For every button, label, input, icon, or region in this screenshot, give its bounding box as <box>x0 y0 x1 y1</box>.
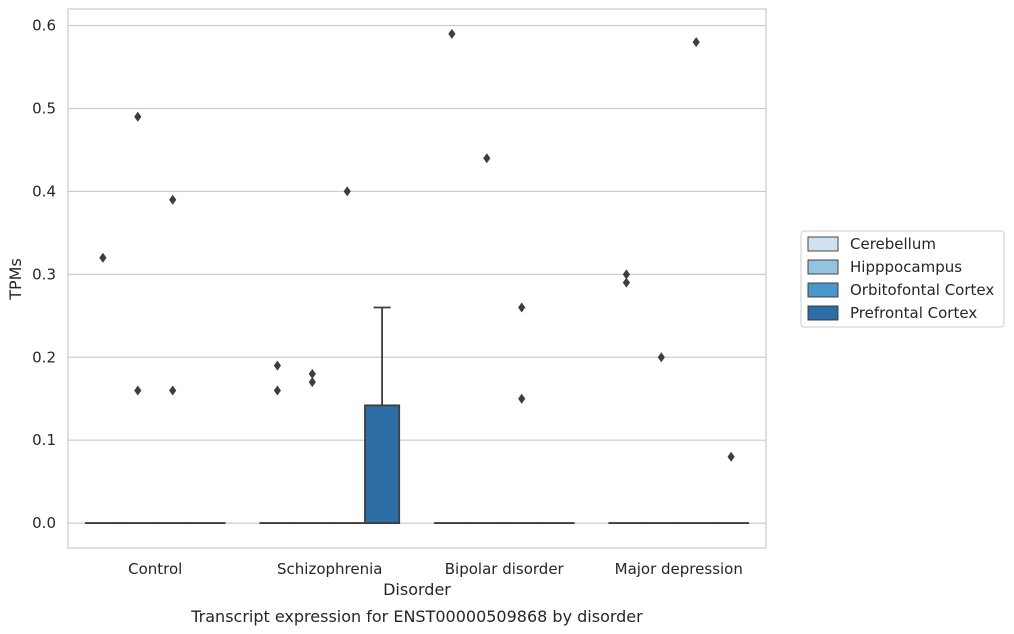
legend-label: Orbitofontal Cortex <box>850 281 994 299</box>
outlier-point <box>518 302 526 313</box>
legend-label: Prefrontal Cortex <box>850 304 977 322</box>
outlier-point <box>273 360 281 371</box>
legend-label: Cerebellum <box>850 235 936 253</box>
x-tick-label: Control <box>128 560 182 578</box>
outlier-point <box>99 252 107 263</box>
y-tick-labels: 0.0 0.1 0.2 0.3 0.4 0.5 0.6 <box>32 17 56 533</box>
outlier-point <box>273 385 281 396</box>
x-tick-label: Major depression <box>615 560 743 578</box>
outlier-point <box>134 111 142 122</box>
outlier-points <box>99 28 735 462</box>
y-tick-label: 0.1 <box>32 431 56 449</box>
outlier-point <box>622 277 630 288</box>
chart-caption: Transcript expression for ENST0000050986… <box>190 607 643 626</box>
x-tick-label: Schizophrenia <box>277 560 382 578</box>
outlier-point <box>308 377 316 388</box>
y-tick-label: 0.3 <box>32 265 56 283</box>
x-tick-labels: Control Schizophrenia Bipolar disorder Majo… <box>128 560 743 578</box>
boxes <box>84 306 750 525</box>
outlier-point <box>483 153 491 164</box>
outlier-point <box>622 269 630 280</box>
y-tick-label: 0.6 <box>32 17 56 35</box>
grid-lines <box>68 24 766 524</box>
outlier-point <box>134 385 142 396</box>
box <box>364 404 401 525</box>
outlier-point <box>657 352 665 363</box>
outlier-point <box>692 37 700 48</box>
plot-frame <box>67 8 767 549</box>
y-tick-label: 0.0 <box>32 514 56 532</box>
legend-swatch <box>807 259 839 275</box>
y-tick-label: 0.4 <box>32 182 56 200</box>
legend-frame <box>800 230 1005 328</box>
plot-background <box>68 9 766 548</box>
legend-swatch <box>807 236 839 252</box>
y-tick-label: 0.2 <box>32 348 56 366</box>
y-tick-label: 0.5 <box>32 100 56 118</box>
x-axis-label: Disorder <box>383 580 451 599</box>
outlier-point <box>169 194 177 205</box>
legend-label: Hipppocampus <box>850 258 962 276</box>
x-tick-label: Bipolar disorder <box>445 560 565 578</box>
outlier-point <box>343 186 351 197</box>
outlier-point <box>448 28 456 39</box>
legend: Cerebellum Hipppocampus Orbitofontal Corte… <box>800 230 1005 328</box>
outlier-point <box>727 451 735 462</box>
outlier-point <box>169 385 177 396</box>
legend-swatch <box>807 282 839 298</box>
legend-swatch <box>807 305 839 321</box>
outlier-point <box>518 393 526 404</box>
y-axis-label: TPMs <box>6 258 25 301</box>
outlier-point <box>308 368 316 379</box>
